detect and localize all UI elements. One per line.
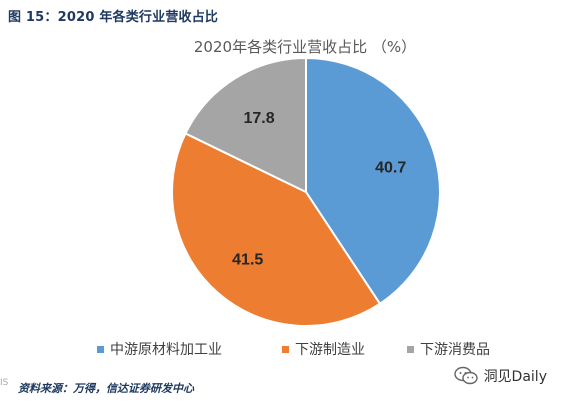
slice-value-label-2: 41.5 <box>232 252 263 269</box>
wechat-icon <box>453 366 478 386</box>
legend-swatch-2 <box>282 346 289 353</box>
legend-label-1: 中游原材料加工业 <box>110 342 222 358</box>
pie-slice-3 <box>184 56 307 194</box>
legend-label-3: 下游消费品 <box>420 342 490 358</box>
watermark: 洞见Daily <box>453 366 547 386</box>
figure-caption: 图 15：2020 年各类行业营收占比 <box>8 10 219 25</box>
legend: 中游原材料加工业 下游制造业 下游消费品 <box>97 342 490 358</box>
legend-swatch-3 <box>407 346 414 353</box>
legend-swatch-1 <box>97 346 104 353</box>
corner-mark: IS <box>0 378 9 388</box>
pie-slice-2 <box>171 132 382 327</box>
pie-labels: 40.7 41.5 17.8 <box>232 110 406 268</box>
pie-slices <box>171 56 441 327</box>
slice-value-label-1: 40.7 <box>375 160 406 177</box>
chart-title: 2020年各类行业营收占比 （%） <box>194 38 416 56</box>
source-note: 资料来源：万得，信达证券研发中心 <box>18 382 194 395</box>
watermark-text: 洞见Daily <box>483 369 547 385</box>
slice-value-label-3: 17.8 <box>244 110 275 127</box>
legend-label-2: 下游制造业 <box>295 342 365 358</box>
